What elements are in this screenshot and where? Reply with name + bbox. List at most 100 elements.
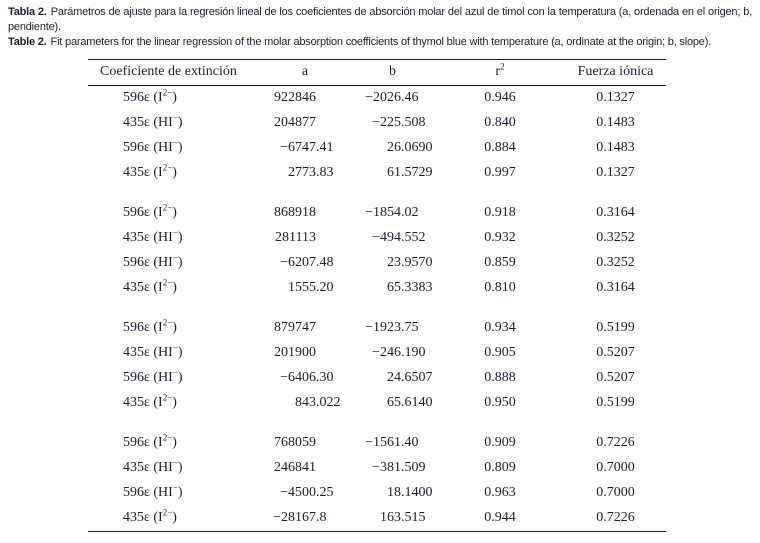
extinction-label-close: ): [177, 345, 183, 361]
b-value-int: 65: [387, 280, 401, 296]
r2-value: 0.934: [484, 320, 516, 336]
caption-en: Table 2. Fit parameters for the linear re…: [8, 35, 752, 50]
r2-value: 0.963: [484, 485, 516, 501]
b-value-int: −1923: [365, 320, 401, 336]
ionic-strength-value: 0.7226: [596, 435, 635, 451]
a-value-int: 1555: [288, 280, 316, 296]
extinction-label: 435ε (HI−): [88, 457, 260, 476]
a-value-frac: .20: [316, 280, 334, 296]
caption-en-text: Fit parameters for the linear regression…: [50, 36, 712, 49]
charge-superscript: 2−: [162, 87, 173, 98]
ionic-strength-value: 0.1483: [596, 115, 635, 131]
ionic-strength-value: 0.1327: [596, 165, 635, 181]
extinction-label: 596ε (I2−): [88, 318, 260, 336]
charge-superscript: 2−: [162, 392, 173, 403]
extinction-label-close: ): [172, 165, 177, 181]
extinction-label: 596ε (HI−): [88, 482, 260, 501]
ionic-strength-value: 0.1327: [596, 90, 635, 106]
b-value-int: 61: [387, 165, 401, 181]
extinction-label: 435ε (I2−): [88, 507, 260, 526]
ionic-strength-value: 0.3252: [596, 230, 635, 246]
extinction-label-base: 435ε (I: [123, 280, 163, 296]
extinction-label-close: ): [172, 435, 177, 451]
extinction-label-base: 435ε (HI: [123, 460, 173, 476]
b-value-frac: .552: [401, 230, 426, 246]
r2-base: r: [495, 64, 501, 80]
group-gap: [88, 301, 666, 316]
extinction-label: 596ε (HI−): [88, 368, 260, 386]
b-value-int: −1854: [365, 205, 401, 221]
table-body: 596ε (I2−) 922846 −2026.46 0.946 0.1327 435ε …: [88, 86, 666, 531]
table-row: 435ε (HI−) 246841 −381.509 0.809 0.7000: [88, 456, 666, 481]
ionic-strength-value: 0.7000: [596, 485, 635, 501]
r2-value: 0.950: [484, 395, 516, 411]
b-value-int: 65: [387, 395, 401, 411]
table-row: 596ε (I2−) 868918 −1854.02 0.918 0.3164: [88, 201, 666, 226]
extinction-label-close: ): [172, 395, 177, 411]
charge-superscript: −: [172, 137, 178, 148]
b-value-frac: .1400: [401, 485, 433, 501]
r2-sup: 2: [500, 61, 505, 72]
charge-superscript: −: [172, 112, 178, 123]
header-col-b: b: [389, 64, 396, 80]
extinction-label-base: 435ε (HI: [123, 230, 173, 246]
extinction-label: 435ε (HI−): [88, 112, 260, 131]
header-col-r2: r2: [435, 61, 565, 80]
b-value-int: −225: [372, 115, 401, 131]
table-row: 596ε (HI−) −6406.30 24.6507 0.888 0.5207: [88, 366, 666, 391]
charge-superscript: 2−: [162, 507, 173, 518]
header-col-extinction: Coeficiente de extinción: [100, 64, 237, 80]
extinction-label-base: 435ε (I: [123, 395, 163, 411]
r2-value: 0.809: [484, 460, 516, 476]
a-value-frac: .8: [316, 510, 327, 526]
r2-value: 0.997: [484, 165, 516, 181]
ionic-strength-value: 0.5199: [596, 395, 635, 411]
charge-superscript: −: [172, 342, 178, 353]
table-header-row: Coeficiente de extinción a b r2 Fuerza i…: [88, 60, 666, 86]
r2-value: 0.888: [484, 370, 516, 386]
a-value-int: −4500: [280, 485, 316, 501]
ionic-strength-value: 0.5207: [596, 370, 635, 386]
b-value-frac: .40: [401, 435, 419, 451]
a-value-frac: .41: [316, 140, 334, 156]
extinction-label: 435ε (HI−): [88, 228, 260, 246]
ionic-strength-value: 0.7000: [596, 460, 635, 476]
table-row: 596ε (I2−) 879747 −1923.75 0.934 0.5199: [88, 316, 666, 341]
table-captions: Tabla 2. Parámetros de ajuste para la reg…: [0, 0, 760, 51]
caption-es: Tabla 2. Parámetros de ajuste para la reg…: [8, 5, 752, 35]
b-value-int: 18: [387, 485, 401, 501]
charge-superscript: −: [172, 457, 178, 468]
r2-value: 0.810: [484, 280, 516, 296]
a-value-int: 281113: [275, 230, 316, 246]
table-row: 596ε (I2−) 922846 −2026.46 0.946 0.1327: [88, 86, 666, 111]
r2-value: 0.944: [484, 510, 516, 526]
table-row: 596ε (I2−) 768059 −1561.40 0.909 0.7226: [88, 431, 666, 456]
extinction-label-close: ): [177, 140, 183, 156]
b-value-int: −246: [372, 345, 401, 361]
r2-value: 0.840: [484, 115, 516, 131]
a-value-int: −6747: [280, 140, 316, 156]
extinction-label-base: 435ε (I: [123, 510, 163, 526]
caption-es-text: Parámetros de ajuste para la regresión l…: [8, 6, 752, 34]
a-value-int: 843: [295, 395, 316, 411]
r2-value: 0.859: [484, 255, 516, 271]
a-value-int: 201900: [274, 345, 316, 361]
b-value-frac: .0690: [401, 140, 433, 156]
table-row: 596ε (HI−) −6747.41 26.0690 0.884 0.1483: [88, 136, 666, 161]
b-value-int: 24: [387, 370, 401, 386]
extinction-label-base: 596ε (HI: [123, 140, 173, 156]
b-value-frac: .508: [401, 115, 426, 131]
r2-value: 0.932: [484, 230, 516, 246]
extinction-label-base: 596ε (I: [123, 205, 163, 221]
charge-superscript: −: [172, 482, 178, 493]
a-value-frac: .30: [316, 370, 334, 386]
table-row: 596ε (HI−) −6207.48 23.9570 0.859 0.3252: [88, 251, 666, 276]
a-value-frac: .83: [316, 165, 334, 181]
b-value-frac: .75: [401, 320, 419, 336]
extinction-label-close: ): [177, 485, 183, 501]
extinction-label: 435ε (I2−): [88, 278, 260, 296]
extinction-label-close: ): [172, 280, 177, 296]
b-value-int: −381: [372, 460, 401, 476]
extinction-label-base: 596ε (HI: [123, 255, 173, 271]
table-row: 435ε (I2−) 843.022 65.6140 0.950 0.5199: [88, 391, 666, 416]
